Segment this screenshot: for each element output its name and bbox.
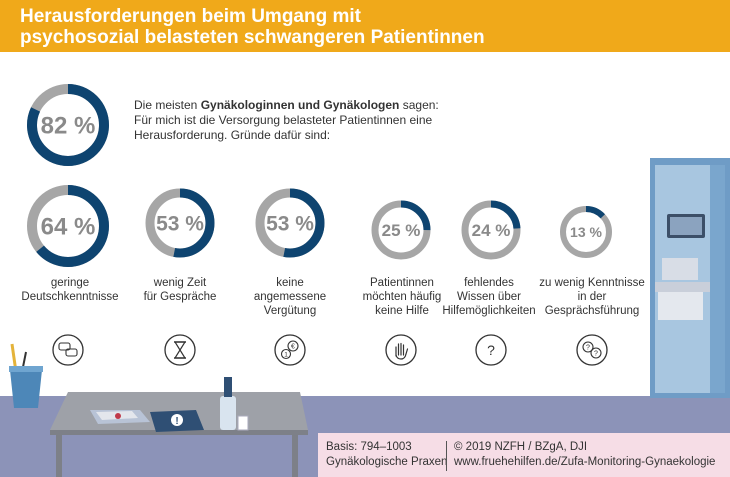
caption-line: Patientinnen [370, 277, 434, 289]
caption-reason-6: zu wenig Kenntnisse in der Gesprächsführ… [530, 276, 654, 318]
donut-reason-2: 53 % [145, 188, 215, 258]
coins-icon: € 1 [274, 334, 306, 366]
donut-label: 82 % [41, 113, 96, 140]
caption-line: Wissen über [457, 291, 521, 303]
caption-reason-4: Patientinnen möchten häufig keine Hilfe [347, 276, 457, 318]
donut-value-arc [371, 200, 431, 260]
question-icon: ? [475, 334, 507, 366]
donut-value-arc [560, 206, 612, 258]
caption-reason-2: wenig Zeit für Gespräche [125, 276, 235, 304]
svg-text:?: ? [487, 342, 495, 358]
caption-line: Deutschkenntnisse [21, 291, 119, 303]
caption-line: wenig Zeit [153, 277, 207, 289]
caption-line: für Gespräche [143, 291, 217, 303]
donut-value-arc [255, 188, 325, 258]
intro-part2: sagen: [399, 98, 439, 112]
donut-reason-3: 53 % [255, 188, 325, 258]
footer-basis-line1: Basis: 794–1003 [326, 441, 412, 453]
caption-line: Hilfemöglichkeiten [442, 305, 536, 317]
question-bubbles-icon: ? ? [576, 334, 608, 366]
caption-line: zu wenig Kenntnisse [539, 277, 645, 289]
title-line-1: Herausforderungen beim Umgang mit [20, 6, 361, 27]
svg-text:?: ? [586, 345, 590, 352]
footer-copyright: © 2019 NZFH / BZgA, DJI [454, 441, 588, 453]
caption-line: angemessene [253, 291, 327, 303]
intro-text: Die meisten Gynäkologinnen und Gynäkolog… [134, 98, 494, 143]
caption-line: keine [276, 277, 304, 289]
donut-label: 13 % [570, 224, 602, 240]
donut-label: 24 % [472, 221, 511, 240]
donut-reason-1: 64 % [27, 185, 109, 267]
stop-hand-icon [385, 334, 417, 366]
caption-line: in der [577, 291, 607, 303]
door-illustration [650, 158, 730, 398]
donut-value-arc [27, 185, 109, 267]
donut-value-arc [461, 200, 521, 260]
donut-label: 53 % [156, 213, 204, 236]
caption-reason-3: keine angemessene Vergütung [235, 276, 345, 318]
footer-divider [446, 441, 447, 471]
caption-reason-1: geringe Deutschkenntnisse [15, 276, 125, 304]
header-bar: Herausforderungen beim Umgang mit psycho… [0, 0, 730, 52]
svg-text:1: 1 [284, 352, 288, 359]
caption-line: Vergütung [263, 305, 317, 317]
footer-basis-line2: Gynäkologische Praxen [326, 456, 448, 468]
donut-reason-6: 13 % [560, 206, 612, 258]
svg-text:!: ! [175, 416, 178, 427]
intro-part1: Die meisten [134, 98, 201, 112]
footer-url[interactable]: www.fruehehilfen.de/Zufa-Monitoring-Gyna… [454, 456, 716, 468]
svg-text:€: € [291, 344, 295, 351]
donut-reason-5: 24 % [461, 200, 521, 260]
intro-line2: Für mich ist die Versorgung belasteter P… [134, 113, 433, 127]
donut-label: 64 % [41, 214, 96, 241]
donut-label: 53 % [266, 213, 314, 236]
footer-box: Basis: 794–1003 Gynäkologische Praxen © … [318, 433, 730, 477]
hourglass-icon [164, 334, 196, 366]
caption-line: Gesprächsführung [544, 305, 640, 317]
speech-bubbles-icon [52, 334, 84, 366]
caption-line: fehlendes [464, 277, 514, 289]
caption-line: möchten häufig [362, 291, 442, 303]
pen-cup-illustration [9, 343, 43, 408]
page-title: Herausforderungen beim Umgang mit psycho… [20, 6, 710, 48]
caption-reason-5: fehlendes Wissen über Hilfemöglichkeiten [434, 276, 544, 318]
intro-line3: Herausforderung. Gründe dafür sind: [134, 128, 331, 142]
intro-bold: Gynäkologinnen und Gynäkologen [200, 98, 400, 112]
donut-label: 25 % [382, 221, 421, 240]
footer-basis: Basis: 794–1003 Gynäkologische Praxen [326, 440, 447, 470]
footer-source: © 2019 NZFH / BZgA, DJI www.fruehehilfen… [454, 440, 715, 470]
donut-value-arc [27, 84, 109, 166]
donut-value-arc [145, 188, 215, 258]
svg-text:?: ? [594, 351, 598, 358]
caption-line: geringe [50, 277, 90, 289]
caption-line: keine Hilfe [375, 305, 429, 317]
donut-main: 82 % [27, 84, 109, 166]
donut-reason-4: 25 % [371, 200, 431, 260]
table-illustration: ! [50, 377, 308, 477]
title-line-2: psychosozial belasteten schwangeren Pati… [20, 27, 485, 48]
